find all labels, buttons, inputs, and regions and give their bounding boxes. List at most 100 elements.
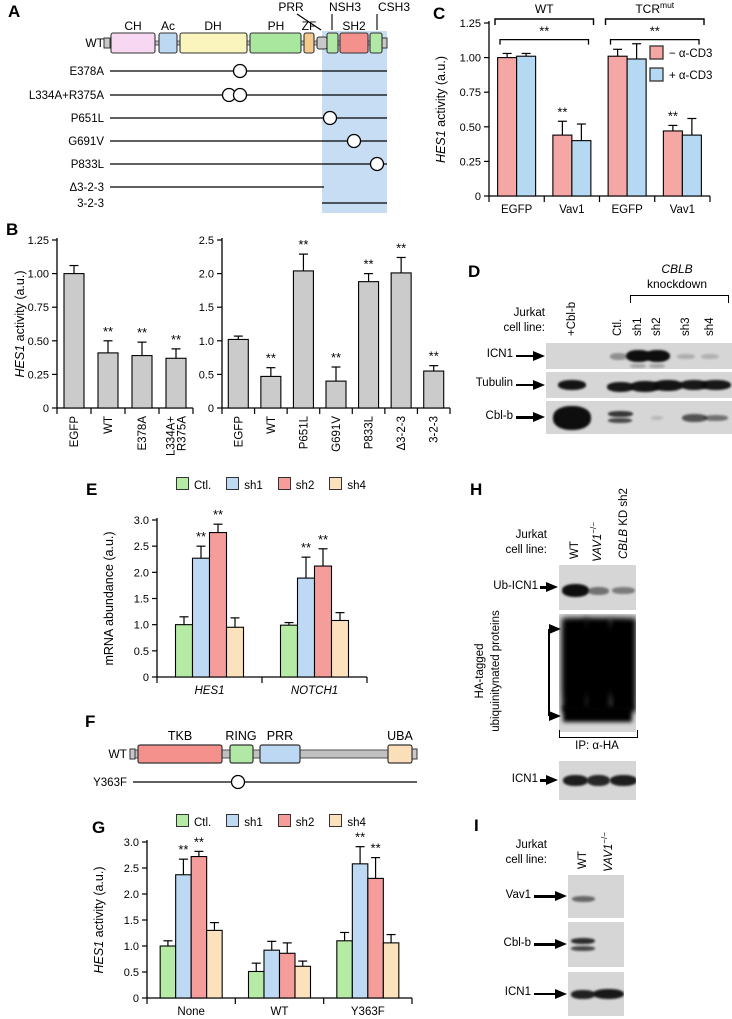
blot-strip-d-0 <box>546 343 732 369</box>
x-category-label: P651L <box>298 415 310 449</box>
blot-row-label: Cbl-b <box>503 936 531 949</box>
blot-row-arrow-icon <box>533 412 545 422</box>
blot-row-tail <box>534 895 558 898</box>
panel-label-a: A <box>8 2 21 21</box>
significance-bracket <box>609 38 700 45</box>
significance-stars: ** <box>137 325 147 340</box>
protein-band <box>649 364 665 368</box>
panel-label-e: E <box>86 480 98 499</box>
significance-stars: ** <box>298 237 308 252</box>
y-tick-label: 0.75 <box>460 87 481 99</box>
significance-stars: ** <box>103 324 113 339</box>
blot-row-tail <box>540 779 549 782</box>
protein-band <box>611 587 635 594</box>
significance-stars: ** <box>355 830 365 845</box>
point-mutation-marker <box>369 156 385 172</box>
x-category-label: G691V <box>331 416 343 452</box>
bar <box>390 272 412 409</box>
x-category-label: Δ3-2-3 <box>396 416 408 451</box>
point-mutation-marker <box>232 87 248 103</box>
blot-row-tail <box>516 354 536 358</box>
significance-stars: ** <box>196 529 206 544</box>
y-tick-label: 2.5 <box>199 235 214 247</box>
blot-row-label: ICN1 <box>511 772 538 785</box>
x-category-label: Vav1 <box>559 204 584 216</box>
bar <box>63 273 85 409</box>
significance-bracket <box>499 38 590 45</box>
protein-band <box>553 405 591 430</box>
bar <box>260 375 282 409</box>
legend-label: sh4 <box>347 817 366 829</box>
construct-label: WT <box>108 747 127 761</box>
legend-item: sh4 <box>329 814 366 829</box>
legend-item: Ctl. <box>176 814 211 829</box>
domain-box-Ac <box>158 32 178 54</box>
chart-svg-B_right: 0 0.5 1.0 1.5 2.0 2.5 EGFP ** WT ** P651L ** G691V **… <box>199 235 451 452</box>
chart-hes1-activity-cd3: 0 0.25 0.50 0.75 1.00 1.25 HES1 activity (a.u.… <box>430 0 732 235</box>
cblb-domain-diagram: TKB RING PRR UBA WT Y363F <box>0 708 440 800</box>
legend-swatch <box>649 45 664 60</box>
legend-swatch <box>329 477 343 490</box>
y-tick-label: 1.00 <box>28 269 49 281</box>
vav1-domain-diagram: CH Ac DH PH ZF SH2 PRR NSH3 CSH3 WT E378A L334A+R37… <box>0 0 420 218</box>
y-tick-label: 1.5 <box>199 302 214 314</box>
bar <box>382 942 400 999</box>
x-category-label: 3-2-3 <box>429 416 441 443</box>
protein-band <box>625 350 651 362</box>
protein-band <box>609 352 627 360</box>
significance-stars: ** <box>557 104 567 119</box>
cell-line-caption: Jurkat cell line: <box>505 839 547 866</box>
legend-swatch <box>226 814 240 827</box>
blot-row-arrow-icon <box>546 582 558 592</box>
blot-row-label: Ub-ICN1 <box>493 579 538 592</box>
legend-label: + α-CD3 <box>669 70 712 82</box>
pointer-line <box>296 13 322 31</box>
domain-label: PRR <box>267 729 293 743</box>
domain-label: NSH3 <box>329 0 361 14</box>
legend-label: sh1 <box>244 480 263 492</box>
chart-svg-G: 0 0.5 1.0 1.5 2.0 2.5 3.0 HES1 activity (a.u.) *… <box>92 830 413 1018</box>
y-tick-label: 3.0 <box>134 515 149 527</box>
chart-svg-B_left: 0 0.25 0.50 0.75 1.00 1.25 HES1 activity (a.u.… <box>13 235 194 456</box>
domain-label: CH <box>124 19 141 33</box>
bar <box>294 965 312 999</box>
smear-bottom-arrow-icon <box>549 710 561 721</box>
protein-band <box>606 382 634 392</box>
x-category-label: Vav1 <box>670 204 695 216</box>
blot-row-arrow-icon <box>555 891 567 901</box>
blot-strip-i-1 <box>568 922 624 967</box>
chart-svg-C: 0 0.25 0.50 0.75 1.00 1.25 HES1 activity (a.u.… <box>434 0 712 216</box>
smear-top-arrow-icon <box>549 623 561 634</box>
legend-label: sh2 <box>295 817 315 829</box>
y-tick-label: 0.5 <box>199 369 214 381</box>
blot-row-arrow-icon <box>533 379 545 390</box>
smear-bottom <box>563 706 632 722</box>
blot-row-label: Vav1 <box>505 888 531 901</box>
y-tick-label: 2.0 <box>124 889 139 901</box>
chart-svg-E: 0 0.5 1.0 1.5 2.0 2.5 3.0 mRNA abundance (a.u.)… <box>102 507 368 697</box>
legend-label: Ctl. <box>194 817 212 829</box>
x-category-label: EGFP <box>611 204 643 216</box>
y-tick-label: 1.0 <box>199 336 214 348</box>
domain-label: TKB <box>168 729 192 743</box>
domain-label: CSH3 <box>378 0 410 14</box>
domain-box-PRR <box>259 744 301 764</box>
protein-band <box>630 380 660 392</box>
panel-label-c: C <box>433 4 446 23</box>
panel-label-f: F <box>85 712 96 731</box>
legend-item: sh1 <box>226 477 263 492</box>
point-mutation-marker <box>230 774 246 790</box>
significance-stars: ** <box>266 351 276 366</box>
y-axis-title: HES1 activity (a.u.) <box>434 56 448 163</box>
protein-band <box>609 775 636 786</box>
protein-band <box>701 380 731 390</box>
group-bracket <box>604 18 705 25</box>
blot-row-label: Tubulin <box>475 377 513 389</box>
y-tick-label: 1.00 <box>460 53 481 65</box>
protein-band <box>607 410 633 417</box>
chart-hes1-activity-right: 0 0.5 1.0 1.5 2.0 2.5 EGFP ** WT ** P651L ** G691V **… <box>192 228 460 478</box>
cell-line-caption: Jurkat cell line: <box>503 307 545 334</box>
legend-label: sh2 <box>295 480 315 492</box>
bar <box>367 877 384 999</box>
legend-swatch <box>277 814 291 827</box>
